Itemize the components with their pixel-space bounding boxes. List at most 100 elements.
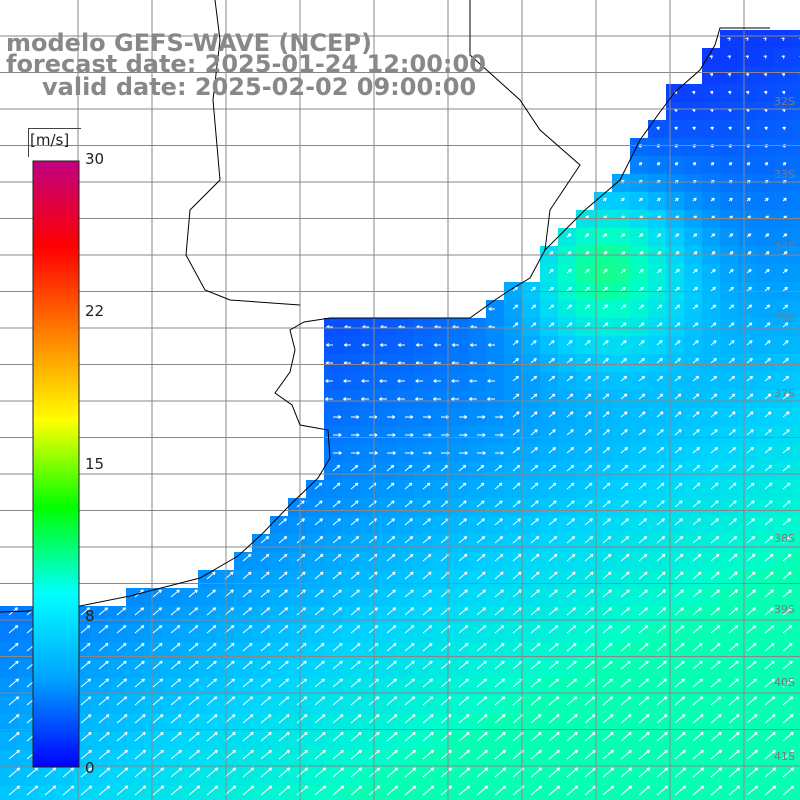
wind-arrow [620, 749, 632, 760]
wind-arrow [332, 749, 344, 760]
wind-arrow [602, 482, 611, 490]
wind-arrow [242, 660, 253, 670]
wind-arrow [530, 785, 543, 796]
wind-arrow [351, 415, 360, 419]
wind-arrow [584, 233, 590, 238]
wind-arrow [710, 731, 722, 742]
wind-arrow [746, 482, 755, 490]
wind-arrow [620, 429, 628, 436]
wind-arrow [674, 536, 684, 544]
wind-speed-cell [504, 786, 523, 800]
wind-arrow [350, 518, 359, 526]
wind-arrow [487, 379, 495, 383]
wind-arrow [495, 433, 504, 437]
wind-speed-cell [792, 534, 800, 553]
wind-arrow [422, 607, 433, 616]
wind-arrow [26, 785, 39, 796]
wind-arrow [620, 500, 629, 508]
wind-arrow [674, 268, 680, 274]
wind-speed-cell [792, 786, 800, 800]
wind-arrow [728, 607, 739, 616]
wind-arrow [8, 714, 20, 724]
wind-arrow [745, 37, 749, 41]
wind-arrow [116, 767, 129, 778]
wind-arrow [656, 197, 661, 202]
wind-speed-cell [792, 336, 800, 355]
wind-arrow [548, 251, 554, 256]
colorbar-tick-label: 15 [85, 455, 105, 473]
wind-arrow [242, 589, 252, 598]
wind-speed-cell [576, 786, 595, 800]
wind-arrow [584, 660, 595, 670]
wind-arrow [116, 749, 128, 760]
wind-arrow [350, 749, 362, 760]
wind-speed-cell [756, 786, 775, 800]
wind-arrow [584, 571, 594, 580]
wind-arrow [656, 678, 668, 688]
wind-arrow [728, 625, 739, 634]
wind-speed-cell [378, 318, 397, 337]
wind-arrow [350, 464, 359, 472]
wind-arrow [458, 749, 470, 760]
wind-arrow [656, 375, 664, 382]
wind-arrow [620, 553, 630, 562]
wind-arrow [566, 447, 575, 454]
wind-arrow [620, 375, 628, 382]
wind-arrow [206, 642, 217, 652]
wind-arrow [512, 571, 522, 580]
wind-arrow [620, 767, 633, 778]
wind-arrow [548, 500, 557, 508]
wind-arrow [386, 731, 398, 742]
wind-arrow [782, 304, 789, 310]
wind-arrow [386, 660, 397, 670]
wind-arrow [314, 500, 323, 508]
wind-arrow [152, 731, 164, 742]
wind-arrow [782, 678, 794, 688]
wind-arrow [422, 553, 432, 562]
wind-arrow [458, 731, 470, 742]
wind-arrow [710, 322, 717, 328]
wind-arrow [656, 482, 665, 490]
wind-arrow [476, 625, 487, 634]
wind-arrow [728, 536, 738, 544]
wind-arrow [764, 731, 776, 742]
wind-arrow [494, 571, 504, 580]
wind-arrow [566, 340, 573, 346]
wind-arrow [620, 589, 630, 598]
wind-arrow [764, 411, 772, 418]
wind-arrow [260, 589, 270, 598]
wind-arrows [8, 37, 800, 796]
wind-arrow [332, 464, 341, 472]
wind-arrow [674, 678, 686, 688]
wind-arrow [656, 571, 666, 580]
wind-arrow [296, 607, 307, 616]
wind-arrow [332, 500, 341, 508]
wind-arrow [728, 429, 736, 436]
wind-arrow [656, 322, 663, 328]
wind-arrow [386, 785, 399, 796]
wind-arrow [566, 464, 575, 472]
wind-arrow [764, 464, 773, 472]
wind-arrow [728, 304, 735, 310]
wind-arrow [530, 607, 541, 616]
wind-arrow [134, 678, 146, 688]
wind-arrow [451, 379, 459, 383]
wind-arrow [512, 607, 523, 616]
wind-arrow [188, 696, 200, 706]
wind-arrow [710, 607, 721, 616]
wind-arrow [548, 767, 561, 778]
wind-arrow [422, 482, 431, 490]
wind-arrow [242, 714, 254, 724]
wind-arrow [224, 714, 236, 724]
wind-arrow [710, 447, 719, 454]
wind-arrow [746, 714, 758, 724]
wind-arrow [386, 482, 395, 490]
wind-arrow [709, 55, 713, 59]
model-title: modelo GEFS-WAVE (NCEP) [6, 29, 372, 57]
wind-arrow [656, 731, 668, 742]
wind-arrow [332, 660, 343, 670]
wind-arrow [656, 126, 660, 130]
wind-speed-cell [720, 786, 739, 800]
wind-arrow [746, 304, 753, 310]
wind-arrow [764, 589, 774, 598]
